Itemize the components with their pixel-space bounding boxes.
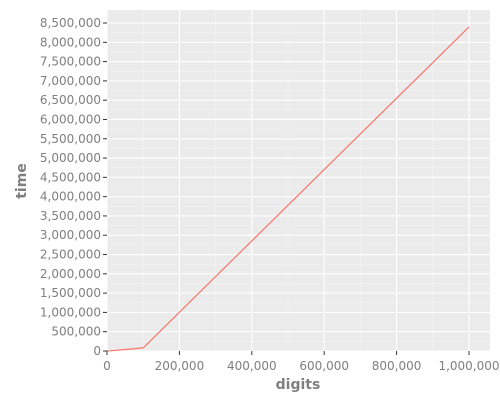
x-axis: 0 200,000 400,000 600,000 800,000 1,000,000 xyxy=(103,351,500,373)
x-tick-label: 800,000 xyxy=(372,359,422,373)
y-axis: 0 500,000 1,000,000 1,500,000 2,000,000 2,500… xyxy=(40,16,107,358)
y-tick-label: 0 xyxy=(93,344,101,358)
y-axis-title: time xyxy=(14,163,30,199)
x-tick-label: 0 xyxy=(103,359,111,373)
x-axis-title: digits xyxy=(276,377,321,393)
grid-major xyxy=(106,10,490,352)
y-tick-label: 6,500,000 xyxy=(40,93,101,107)
y-tick-label: 8,500,000 xyxy=(40,16,101,30)
y-tick-label: 6,000,000 xyxy=(40,112,101,126)
y-tick-label: 4,500,000 xyxy=(40,170,101,184)
y-tick-label: 7,000,000 xyxy=(40,74,101,88)
y-tick-label: 8,000,000 xyxy=(40,35,101,49)
y-tick-label: 1,500,000 xyxy=(40,286,101,300)
y-tick-label: 1,000,000 xyxy=(40,305,101,319)
x-tick-label: 200,000 xyxy=(155,359,205,373)
y-tick-label: 7,500,000 xyxy=(40,55,101,69)
grid-minor xyxy=(107,10,490,351)
y-tick-label: 2,500,000 xyxy=(40,248,101,262)
y-tick-label: 500,000 xyxy=(51,325,101,339)
y-tick-label: 2,000,000 xyxy=(40,267,101,281)
x-tick-label: 600,000 xyxy=(299,359,349,373)
y-tick-label: 5,500,000 xyxy=(40,132,101,146)
y-tick-label: 3,500,000 xyxy=(40,209,101,223)
y-tick-label: 5,000,000 xyxy=(40,151,101,165)
x-tick-label: 400,000 xyxy=(227,359,277,373)
y-tick-label: 3,000,000 xyxy=(40,228,101,242)
series-layer xyxy=(106,26,470,352)
x-tick-label: 1,000,000 xyxy=(438,359,499,373)
series-line xyxy=(106,26,470,352)
plot-background xyxy=(107,10,490,351)
y-tick-label: 4,000,000 xyxy=(40,190,101,204)
